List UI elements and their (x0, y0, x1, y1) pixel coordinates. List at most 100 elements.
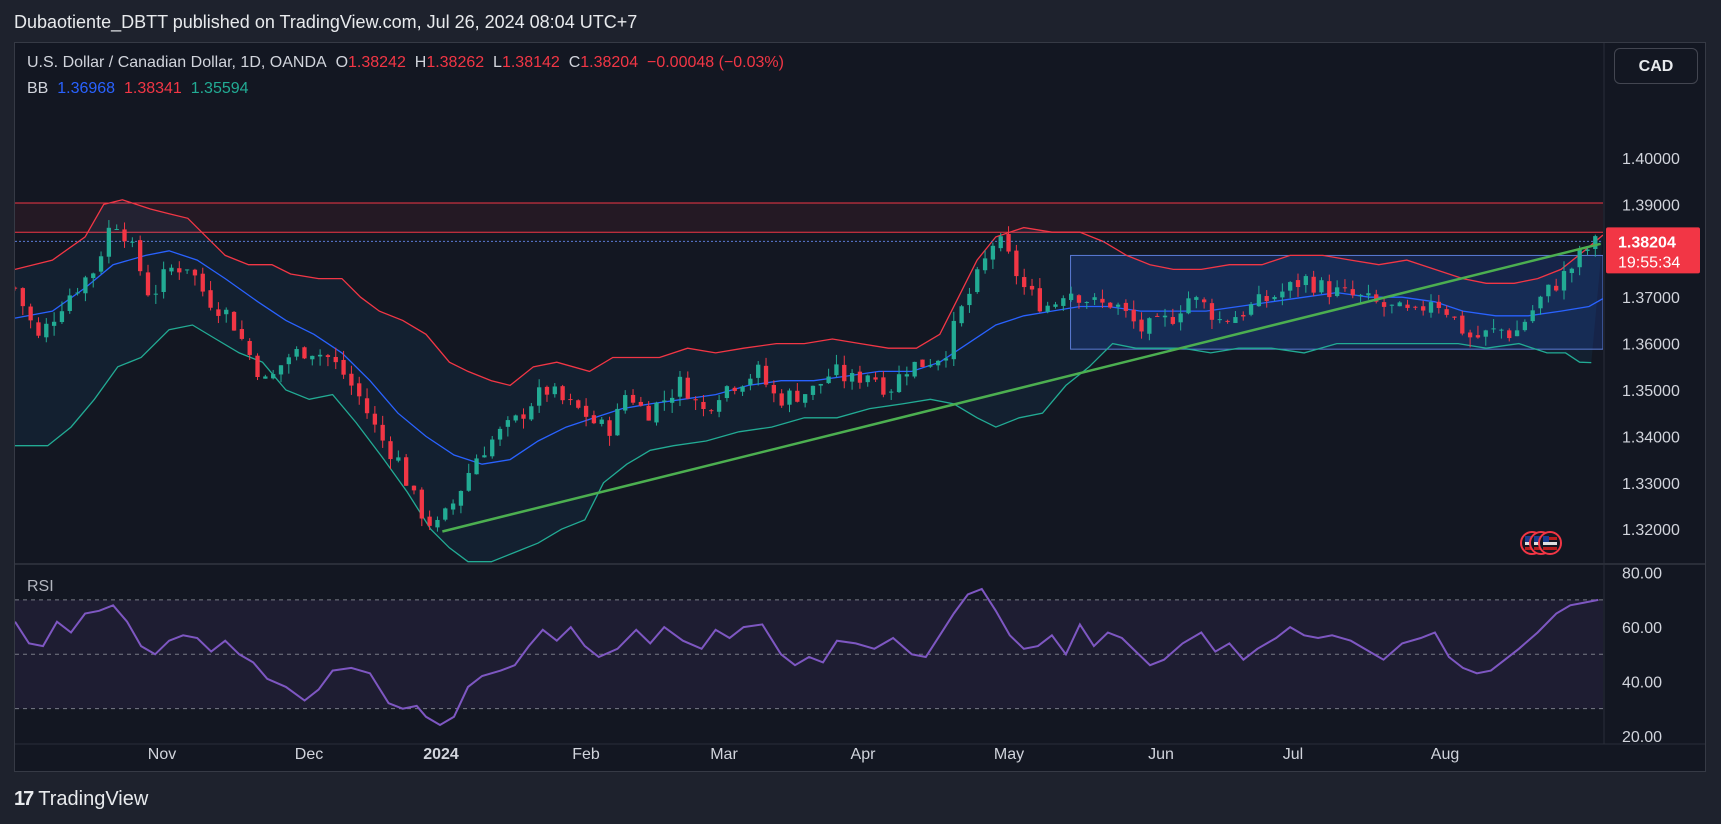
candle-body (325, 355, 331, 357)
current-price-value: 1.38204 (1618, 234, 1676, 251)
time-tick-label: Nov (148, 746, 176, 763)
candle-body (36, 322, 41, 336)
chart-frame[interactable] (14, 42, 1706, 772)
candle-body (818, 384, 823, 386)
candle-body (396, 457, 401, 461)
candle-body (1076, 295, 1082, 303)
candle-body (810, 385, 816, 395)
candle-body (1014, 250, 1019, 277)
candle-body (1264, 295, 1269, 302)
candle-body (1499, 329, 1504, 331)
candle-body (1256, 294, 1262, 307)
candle-body (466, 472, 471, 491)
bb-upper-value: 1.38341 (123, 80, 182, 97)
candle-body (1569, 268, 1574, 274)
candle-body (200, 273, 205, 292)
candle-body (1037, 288, 1042, 312)
candle-body (28, 306, 33, 321)
candle-body (1170, 317, 1175, 324)
candle-body (982, 258, 988, 271)
candle-body (740, 386, 745, 392)
candle-body (114, 229, 119, 231)
candle-body (1491, 328, 1496, 330)
open-value: 1.38242 (348, 54, 406, 71)
bb-legend[interactable]: BB 1.36968 1.38341 1.35594 (27, 80, 249, 98)
candle-body (98, 256, 104, 272)
candle-body (349, 373, 354, 386)
candle-body (615, 408, 620, 436)
candle-body (1444, 309, 1449, 315)
candle-body (795, 390, 800, 402)
tradingview-footer[interactable]: 17 TradingView (14, 784, 148, 814)
candle-body (904, 374, 910, 377)
candle-body (497, 428, 503, 440)
candle-body (763, 365, 769, 385)
bb-lower-value: 1.35594 (190, 80, 249, 97)
candle-body (263, 376, 268, 379)
candle-body (1350, 289, 1355, 296)
candle-body (404, 457, 409, 486)
close-value: 1.38204 (580, 54, 639, 71)
candle-body (826, 376, 831, 384)
candle-body (928, 365, 933, 367)
candle-body (122, 229, 127, 242)
candle-body (1327, 281, 1332, 298)
bollinger-basis-line (15, 250, 1603, 465)
price-tick-label: 1.32000 (1622, 522, 1680, 539)
candle-body (1139, 319, 1144, 332)
candle-body (951, 320, 956, 360)
candle-body (1272, 297, 1277, 300)
current-price-tag (1606, 227, 1700, 274)
candle-body (505, 420, 511, 427)
candle-body (1061, 298, 1066, 306)
candle-body (317, 354, 323, 357)
rsi-tick-label: 80.00 (1622, 566, 1662, 583)
price-tick-label: 1.37000 (1622, 290, 1680, 307)
candle-body (1186, 298, 1191, 314)
candle-body (286, 357, 291, 365)
candle-body (1546, 284, 1551, 297)
candle-body (920, 359, 925, 367)
candle-body (677, 376, 683, 397)
candle-body (1577, 249, 1582, 268)
rsi-label[interactable]: RSI (27, 578, 54, 595)
price-tick-label: 1.39000 (1622, 197, 1680, 214)
candle-body (255, 355, 260, 378)
bar-countdown: 19:55:34 (1618, 254, 1680, 271)
candle-body (576, 400, 581, 408)
candle-body (1381, 302, 1387, 307)
candle-body (802, 394, 808, 403)
open-label: O (335, 54, 349, 71)
candle-body (873, 377, 878, 380)
candle-body (247, 341, 252, 356)
candle-body (630, 394, 636, 403)
candle-body (1319, 280, 1324, 293)
candle-body (15, 287, 18, 289)
candle-body (935, 360, 941, 366)
time-tick-label: Apr (851, 746, 877, 763)
candle-body (231, 311, 237, 331)
candle-body (224, 309, 229, 315)
candle-body (1194, 297, 1199, 300)
candle-body (967, 293, 972, 306)
candle-body (560, 386, 565, 401)
candle-body (1428, 302, 1434, 313)
candle-body (271, 374, 276, 379)
candle-body (1554, 285, 1559, 291)
candle-body (278, 365, 284, 375)
us-flag-canton-icon (1525, 536, 1531, 542)
candle-body (44, 323, 49, 338)
candle-body (568, 399, 573, 401)
symbol-title[interactable]: U.S. Dollar / Canadian Dollar, 1D, OANDA (27, 54, 327, 71)
candle-body (1162, 315, 1168, 318)
candle-body (1006, 233, 1011, 252)
candle-body (1530, 310, 1535, 322)
price-tick-label: 1.33000 (1622, 476, 1680, 493)
currency-button[interactable]: CAD (1614, 48, 1698, 84)
time-tick-label: 2024 (423, 746, 459, 763)
candle-body (1201, 299, 1207, 303)
candle-body (975, 269, 980, 293)
candle-body (192, 269, 198, 276)
price-tick-label: 1.34000 (1622, 429, 1680, 446)
